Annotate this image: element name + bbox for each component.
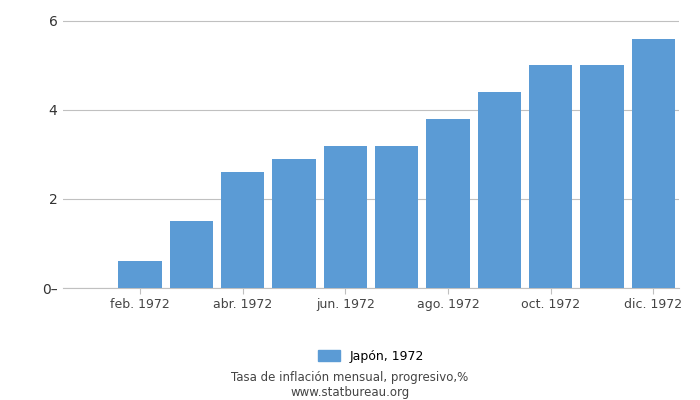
- Bar: [118, 261, 162, 288]
- Bar: [631, 39, 675, 288]
- Bar: [323, 146, 367, 288]
- Bar: [221, 172, 265, 288]
- Text: www.statbureau.org: www.statbureau.org: [290, 386, 410, 399]
- Bar: [477, 92, 521, 288]
- Bar: [528, 66, 573, 288]
- Bar: [580, 66, 624, 288]
- Bar: [169, 221, 213, 288]
- Bar: [375, 146, 419, 288]
- Bar: [272, 159, 316, 288]
- Legend: Japón, 1972: Japón, 1972: [312, 344, 430, 370]
- Text: Tasa de inflación mensual, progresivo,%: Tasa de inflación mensual, progresivo,%: [232, 372, 468, 384]
- Bar: [426, 119, 470, 288]
